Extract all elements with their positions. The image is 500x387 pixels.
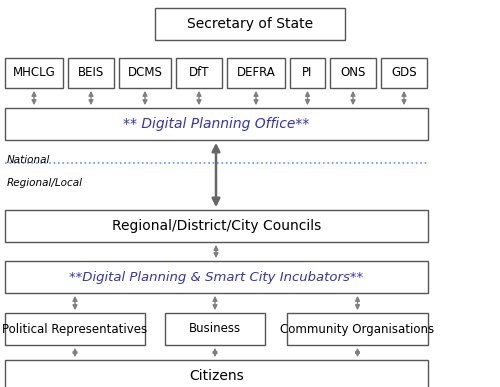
Text: PI: PI: [302, 67, 312, 79]
Bar: [119, 58, 171, 88]
Text: National: National: [7, 155, 51, 165]
Bar: [165, 313, 265, 345]
Bar: [5, 108, 428, 140]
Bar: [155, 8, 345, 40]
Text: Political Representatives: Political Representatives: [2, 322, 148, 336]
Text: GDS: GDS: [391, 67, 417, 79]
Bar: [176, 58, 222, 88]
Bar: [287, 313, 428, 345]
Text: ONS: ONS: [340, 67, 365, 79]
Bar: [330, 58, 376, 88]
Text: DfT: DfT: [189, 67, 209, 79]
Bar: [227, 58, 285, 88]
Text: Business: Business: [189, 322, 241, 336]
Bar: [5, 360, 428, 387]
Text: BEIS: BEIS: [78, 67, 104, 79]
Text: DEFRA: DEFRA: [236, 67, 276, 79]
Text: Regional/Local: Regional/Local: [7, 178, 83, 188]
Text: Citizens: Citizens: [189, 369, 244, 383]
Bar: [5, 261, 428, 293]
Text: DCMS: DCMS: [128, 67, 162, 79]
Bar: [5, 58, 63, 88]
Text: ** Digital Planning Office**: ** Digital Planning Office**: [124, 117, 310, 131]
Text: Secretary of State: Secretary of State: [187, 17, 313, 31]
Bar: [381, 58, 427, 88]
Text: Community Organisations: Community Organisations: [280, 322, 434, 336]
Bar: [290, 58, 325, 88]
Text: Regional/District/City Councils: Regional/District/City Councils: [112, 219, 321, 233]
Text: **Digital Planning & Smart City Incubators**: **Digital Planning & Smart City Incubato…: [70, 271, 364, 284]
Bar: [5, 210, 428, 242]
Text: MHCLG: MHCLG: [12, 67, 56, 79]
Bar: [68, 58, 114, 88]
Bar: [5, 313, 145, 345]
